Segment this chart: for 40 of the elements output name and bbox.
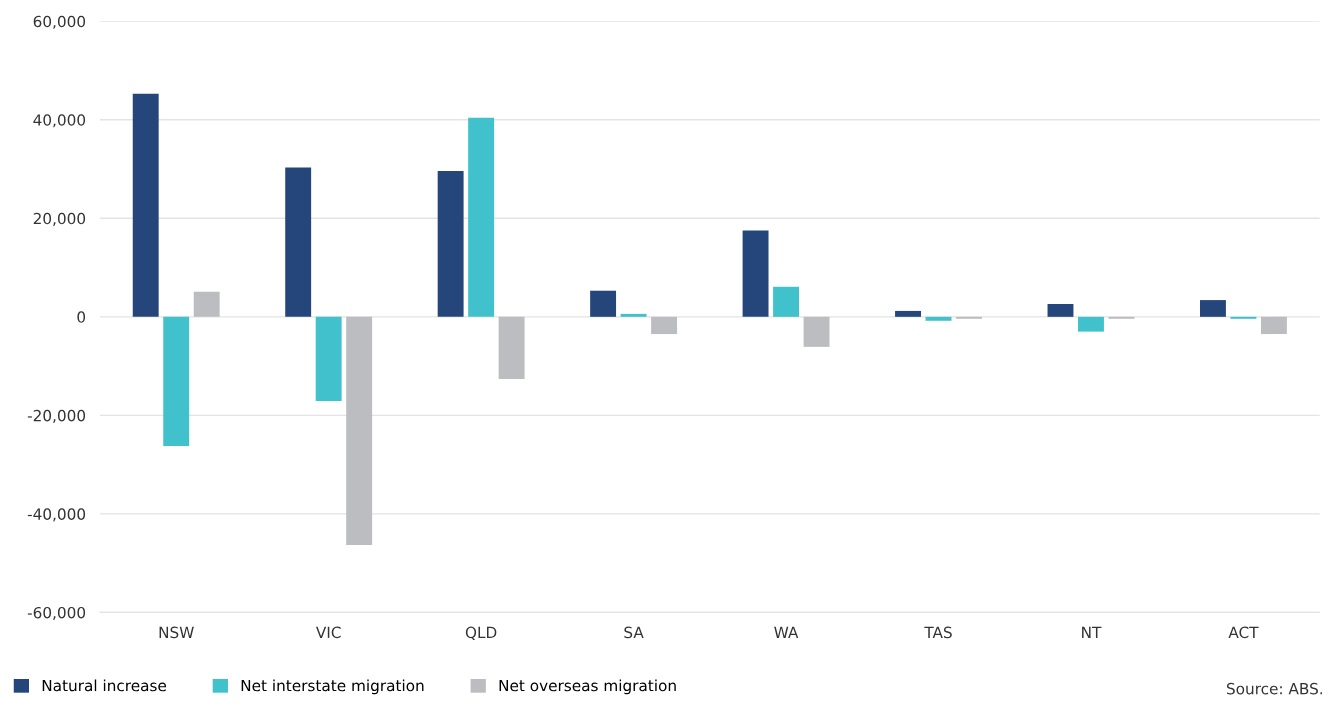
- bar: [803, 316, 830, 347]
- bar: [498, 316, 525, 379]
- bar: [742, 230, 769, 317]
- bar: [620, 313, 647, 317]
- x-tick-label: ACT: [1228, 626, 1259, 639]
- y-tick-label: -40,000: [27, 508, 86, 522]
- bar: [346, 316, 373, 545]
- legend-label: Net overseas migration: [499, 679, 676, 695]
- x-tick-label: QLD: [465, 626, 497, 640]
- x-tick-label: VIC: [315, 626, 341, 639]
- legend-label: Net interstate migration: [241, 679, 424, 695]
- bar: [651, 316, 678, 335]
- bar: [1078, 316, 1104, 332]
- bar: [590, 290, 617, 317]
- bar: [895, 310, 921, 317]
- bar: [1199, 300, 1226, 317]
- x-tick-label: NT: [1082, 626, 1102, 638]
- y-tick-label: -60,000: [27, 606, 86, 620]
- bar: [437, 171, 464, 317]
- y-tick-label: 0: [77, 311, 86, 323]
- bar: [1260, 316, 1287, 335]
- legend-label: Natural increase: [42, 679, 167, 692]
- bar: [285, 167, 312, 317]
- bar: [773, 286, 800, 317]
- bar: [468, 117, 495, 317]
- bar: [163, 316, 190, 446]
- x-tick-label: TAS: [924, 626, 952, 639]
- source-note: Source: ABS.: [1226, 682, 1323, 695]
- bar: [925, 316, 952, 321]
- y-tick-label: 60,000: [33, 15, 86, 29]
- x-tick-label: SA: [624, 626, 644, 639]
- y-tick-label: 20,000: [33, 212, 86, 226]
- x-tick-label: NSW: [159, 626, 194, 639]
- y-tick-label: -20,000: [27, 409, 86, 423]
- bar: [132, 93, 159, 317]
- bar: [315, 316, 342, 402]
- y-tick-label: 40,000: [33, 114, 86, 128]
- bar: [1047, 304, 1074, 317]
- x-tick-label: WA: [774, 626, 799, 638]
- bar: [193, 291, 220, 317]
